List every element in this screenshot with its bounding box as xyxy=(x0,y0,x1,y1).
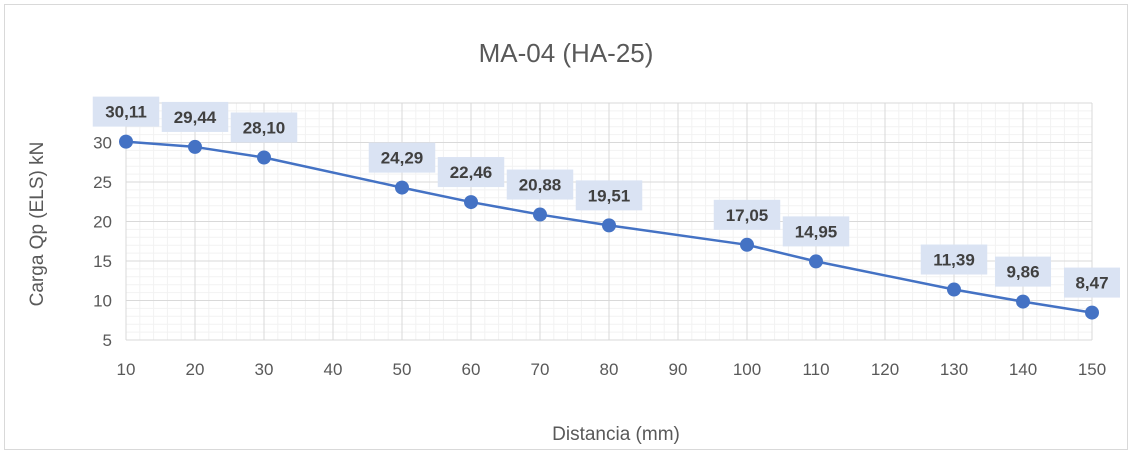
x-tick-label: 30 xyxy=(255,360,274,379)
x-tick-label: 20 xyxy=(186,360,205,379)
data-label-box xyxy=(1064,267,1120,298)
x-tick-label: 90 xyxy=(669,360,688,379)
x-tick-label: 60 xyxy=(462,360,481,379)
y-tick-label: 20 xyxy=(93,213,112,232)
x-tick-label: 80 xyxy=(600,360,619,379)
series-layer: 30,11 29,44 28,10 24,29 22,46 20,88 19,51 17,05… xyxy=(92,96,1120,320)
data-point xyxy=(464,195,478,210)
data-label-box xyxy=(995,256,1051,287)
data-label: 28,10 xyxy=(243,119,286,138)
series-line xyxy=(125,140,1093,314)
data-label-box xyxy=(161,101,229,132)
data-label-box xyxy=(713,199,781,230)
y-tick-label: 30 xyxy=(93,134,112,153)
data-label: 29,44 xyxy=(174,108,217,127)
data-point xyxy=(119,134,133,149)
x-tick-label: 40 xyxy=(324,360,343,379)
data-point xyxy=(809,254,823,269)
data-label: 17,05 xyxy=(726,206,769,225)
x-tick-label: 50 xyxy=(393,360,412,379)
data-label: 8,47 xyxy=(1075,274,1108,293)
data-point xyxy=(947,282,961,297)
data-point xyxy=(1085,305,1099,320)
x-axis-label: Distancia (mm) xyxy=(552,424,680,445)
x-axis-ticks: 10 20 30 40 50 60 70 80 90 100 110 120 130 140 150 xyxy=(117,360,1107,379)
data-label: 24,29 xyxy=(381,149,424,168)
data-point xyxy=(1016,294,1030,309)
y-axis-ticks: 5101520253035 xyxy=(93,94,112,350)
y-tick-label: 10 xyxy=(93,292,112,311)
data-point xyxy=(602,218,616,233)
data-label-box xyxy=(368,142,436,173)
y-tick-label: 5 xyxy=(103,331,112,350)
chart-title: MA-04 (HA-25) xyxy=(479,38,654,68)
x-tick-label: 130 xyxy=(940,360,968,379)
data-label: 22,46 xyxy=(450,163,493,182)
x-tick-label: 100 xyxy=(733,360,761,379)
data-point xyxy=(395,180,409,195)
data-point xyxy=(740,237,754,252)
data-label-box xyxy=(437,157,505,188)
x-tick-label: 10 xyxy=(117,360,136,379)
x-tick-label: 70 xyxy=(531,360,550,379)
data-label: 14,95 xyxy=(795,222,838,241)
data-point xyxy=(188,139,202,154)
data-label: 30,11 xyxy=(105,103,147,122)
data-label: 11,39 xyxy=(933,251,975,270)
data-label-box xyxy=(230,112,298,143)
data-label-box xyxy=(782,216,850,247)
y-axis-label: Carga Qp (ELS) kN xyxy=(27,142,48,307)
data-label-box xyxy=(920,244,988,275)
x-tick-label: 120 xyxy=(871,360,899,379)
x-tick-label: 150 xyxy=(1078,360,1106,379)
y-tick-label: 15 xyxy=(93,252,112,271)
data-label: 20,88 xyxy=(519,176,562,195)
data-label: 19,51 xyxy=(588,186,631,205)
data-label: 9,86 xyxy=(1006,263,1039,282)
x-tick-label: 110 xyxy=(802,360,829,379)
data-point xyxy=(533,207,547,222)
data-label-box xyxy=(575,180,643,211)
data-label-box xyxy=(92,96,160,127)
x-tick-label: 140 xyxy=(1009,360,1037,379)
y-tick-label: 25 xyxy=(93,173,112,192)
data-point xyxy=(257,150,271,165)
data-label-box xyxy=(506,169,574,200)
